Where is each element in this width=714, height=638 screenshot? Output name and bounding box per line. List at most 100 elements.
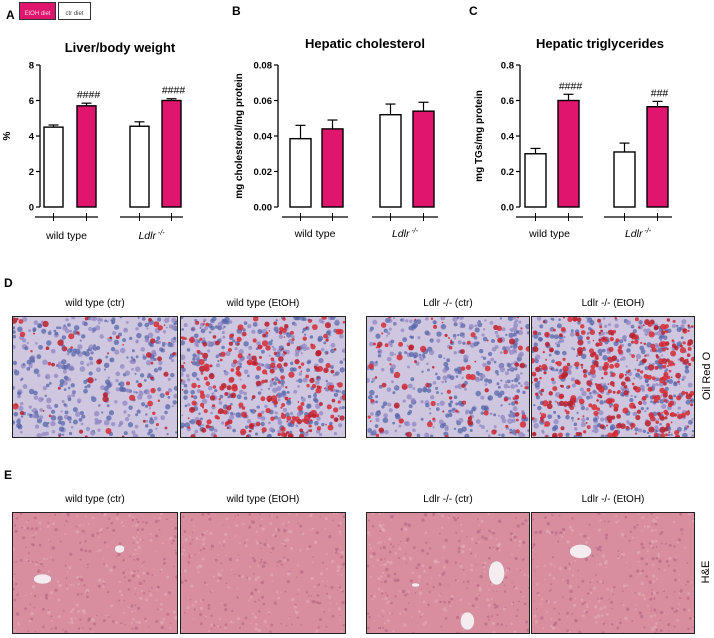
nucleus <box>97 317 102 322</box>
lipid-droplet <box>323 333 328 339</box>
lipid-droplet <box>333 348 337 351</box>
lipid-droplet <box>514 362 520 367</box>
lipid-droplet <box>280 375 285 380</box>
cell-texture <box>308 545 312 548</box>
cell-texture <box>652 591 656 595</box>
lipid-droplet <box>572 315 578 322</box>
cell-texture <box>496 613 499 617</box>
cell-texture <box>192 618 195 620</box>
nucleus <box>642 429 647 434</box>
cell-texture <box>328 595 332 599</box>
lipid-droplet <box>465 364 471 370</box>
cell-texture <box>401 589 406 594</box>
nucleus <box>518 320 522 324</box>
cell-texture <box>227 586 230 589</box>
lipid-droplet <box>635 337 638 340</box>
cell-texture <box>673 611 676 614</box>
cell-texture <box>377 577 381 581</box>
nucleus <box>28 388 35 395</box>
cell-texture <box>210 614 213 617</box>
lipid-droplet <box>198 358 205 366</box>
cell-texture <box>378 629 381 631</box>
nucleus <box>511 429 517 435</box>
nucleus <box>598 352 603 356</box>
lipid-droplet <box>270 416 275 421</box>
nucleus <box>655 382 658 385</box>
cell-texture <box>80 592 83 595</box>
cell-texture <box>248 599 251 602</box>
nucleus <box>678 382 681 385</box>
cell-texture <box>293 605 297 609</box>
cell-texture <box>19 559 23 563</box>
cell-texture <box>480 535 485 539</box>
nucleus <box>368 341 374 347</box>
nucleus <box>60 420 66 426</box>
cell-texture <box>45 596 48 599</box>
cell-texture <box>65 577 68 579</box>
nucleus <box>260 388 263 391</box>
lipid-droplet <box>142 419 146 423</box>
cell-texture <box>309 513 313 517</box>
cell-texture <box>340 533 342 536</box>
lipid-droplet <box>195 320 200 325</box>
nucleus <box>496 334 500 338</box>
nucleus <box>230 411 234 416</box>
y-tick-label: 4 <box>29 132 35 143</box>
cell-texture <box>503 584 506 587</box>
cell-texture <box>323 610 326 613</box>
nucleus <box>166 433 169 436</box>
nucleus <box>147 332 154 339</box>
cell-texture <box>432 512 436 516</box>
cell-texture <box>54 626 58 630</box>
lipid-droplet <box>269 368 275 374</box>
lipid-droplet <box>559 384 563 387</box>
cell-texture <box>219 625 222 628</box>
cell-texture <box>77 627 81 630</box>
cell-texture <box>671 607 674 610</box>
cell-texture <box>616 626 620 630</box>
cell-texture <box>290 597 295 602</box>
cell-texture <box>27 552 30 555</box>
cell-texture <box>70 610 73 613</box>
cell-texture <box>596 614 601 618</box>
cell-texture <box>340 512 343 515</box>
group-label: wild type <box>528 228 570 240</box>
cell-texture <box>287 530 291 533</box>
lipid-droplet <box>237 324 244 331</box>
cell-texture <box>580 598 584 602</box>
nucleus <box>19 430 23 434</box>
cell-texture <box>373 619 375 622</box>
nucleus <box>16 419 21 424</box>
nucleus <box>521 410 525 414</box>
lipid-droplet <box>137 382 143 388</box>
cell-texture <box>647 605 650 607</box>
nucleus <box>106 404 110 408</box>
nucleus <box>145 419 149 423</box>
lipid-droplet <box>664 411 670 416</box>
cell-texture <box>57 614 62 619</box>
lipid-droplet <box>283 362 288 367</box>
nucleus <box>188 420 192 423</box>
nucleus <box>524 381 529 387</box>
lipid-droplet <box>531 381 534 384</box>
cell-texture <box>510 622 514 626</box>
cell-texture <box>392 545 395 548</box>
nucleus <box>302 377 308 383</box>
cell-texture <box>452 514 455 517</box>
lipid-droplet <box>432 417 436 421</box>
nucleus <box>234 347 238 351</box>
lipid-droplet <box>654 365 659 370</box>
cell-texture <box>153 517 156 519</box>
cell-texture <box>615 623 617 625</box>
lipid-droplet <box>181 336 186 340</box>
cell-texture <box>411 616 413 618</box>
nucleus <box>501 418 507 424</box>
lipid-droplet <box>668 360 674 367</box>
cell-texture <box>250 591 254 596</box>
lipid-droplet <box>277 432 281 437</box>
lipid-droplet <box>512 397 516 401</box>
cell-texture <box>136 520 140 524</box>
nucleus <box>659 339 663 343</box>
nucleus <box>474 327 480 333</box>
lipid-droplet <box>32 332 36 335</box>
